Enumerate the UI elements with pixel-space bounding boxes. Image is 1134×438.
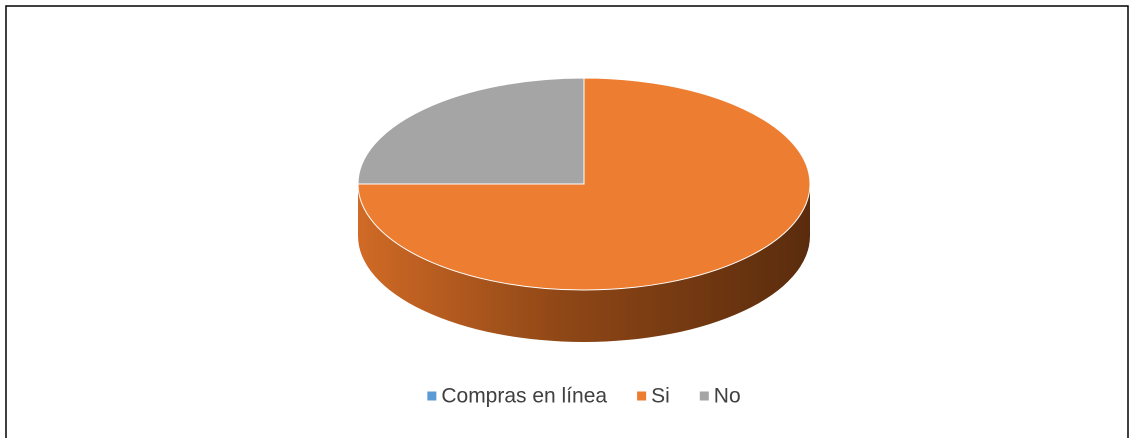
legend-marker [427, 391, 437, 401]
pie-slice [357, 77, 585, 185]
legend-marker [699, 391, 709, 401]
pie-side [358, 184, 810, 342]
legend-label: Compras en línea [441, 385, 607, 408]
legend-label: No [714, 385, 741, 408]
legend-marker [637, 391, 647, 401]
legend-label: Si [651, 385, 670, 408]
pie-slice [357, 77, 811, 291]
chart-border [5, 5, 1129, 438]
